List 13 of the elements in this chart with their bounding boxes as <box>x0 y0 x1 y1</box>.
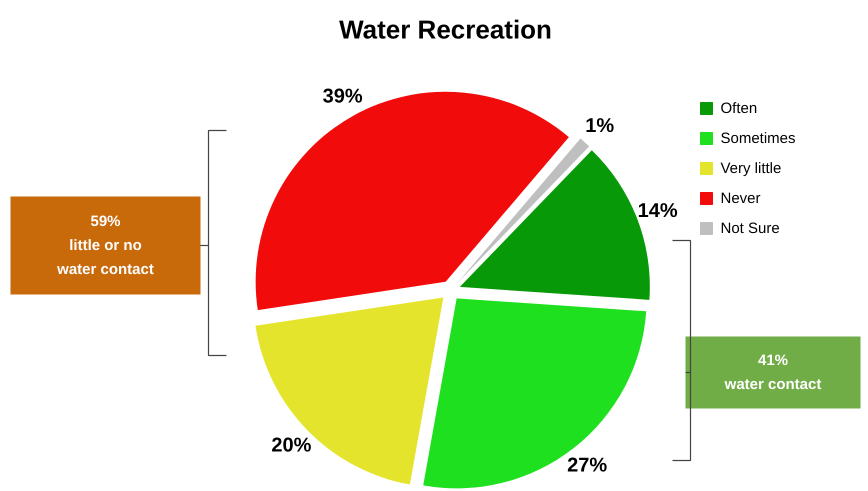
chart-title: Water Recreation <box>339 14 552 44</box>
text: 59% little or no water contact <box>56 213 154 278</box>
legend-label: Not Sure <box>720 220 780 237</box>
data-label: 27% <box>567 454 608 476</box>
legend-label: Never <box>720 190 761 207</box>
data-label: 14% <box>638 200 678 222</box>
legend-label: Often <box>720 100 758 117</box>
data-label: 20% <box>271 434 312 456</box>
legend-label: Sometimes <box>720 130 796 147</box>
data-label: 39% <box>322 85 363 108</box>
text: 41% water contact <box>724 352 822 393</box>
legend-label: Very little <box>720 160 782 177</box>
data-label: 1% <box>585 115 614 138</box>
